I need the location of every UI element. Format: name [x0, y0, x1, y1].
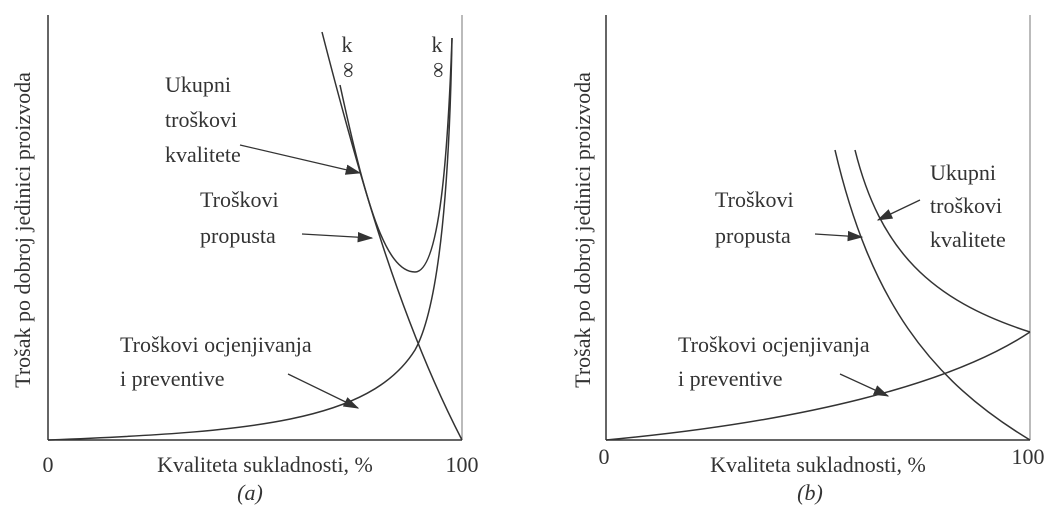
failure-curve: [321, 31, 463, 441]
appraisal-label: Troškovi ocjenjivanja: [678, 332, 870, 357]
caption: (a): [237, 480, 263, 505]
x-axis-label: Kvaliteta sukladnosti, %: [710, 452, 926, 477]
appraisal-label: i preventive: [678, 366, 782, 391]
failure-label: propusta: [715, 223, 791, 248]
failure-label: Troškovi: [200, 187, 279, 212]
total-curve: [339, 37, 453, 273]
total-label: kvalitete: [930, 227, 1006, 252]
x-axis-label: Kvaliteta sukladnosti, %: [157, 452, 373, 477]
total-label: troškovi: [165, 107, 237, 132]
marker-k: k: [342, 32, 353, 57]
caption: (b): [797, 480, 823, 505]
failure-label: Troškovi: [715, 187, 794, 212]
arrow: [287, 373, 360, 409]
appraisal-label: Troškovi ocjenjivanja: [120, 332, 312, 357]
arrow: [814, 230, 864, 242]
arrow: [876, 199, 921, 221]
total-label: Ukupni: [930, 160, 996, 185]
total-curve: [854, 149, 1031, 333]
total-label: kvalitete: [165, 142, 241, 167]
arrow: [301, 231, 374, 243]
failure-label: propusta: [200, 223, 276, 248]
appraisal-curve: [605, 331, 1031, 441]
x-start: 0: [599, 444, 610, 469]
appraisal-label: i preventive: [120, 366, 224, 391]
arrow: [839, 373, 890, 397]
appraisal-curve: [47, 37, 453, 441]
marker-inf: ∞: [427, 62, 452, 78]
y-axis-label: Trošak po dobroj jedinici proizvoda: [10, 72, 35, 388]
marker-k: k: [432, 32, 443, 57]
x-end: 100: [446, 452, 479, 477]
arrow: [239, 144, 362, 175]
total-label: Ukupni: [165, 72, 231, 97]
panel-b: Trošak po dobroj jedinici proizvoda 0 10…: [570, 15, 1045, 505]
total-label: troškovi: [930, 193, 1002, 218]
marker-inf: ∞: [337, 62, 362, 78]
failure-curve: [834, 149, 1031, 441]
panel-a: Trošak po dobroj jedinici proizvoda 0 10…: [10, 15, 479, 505]
y-axis-label: Trošak po dobroj jedinici proizvoda: [570, 72, 595, 388]
x-end: 100: [1012, 444, 1045, 469]
x-start: 0: [43, 452, 54, 477]
